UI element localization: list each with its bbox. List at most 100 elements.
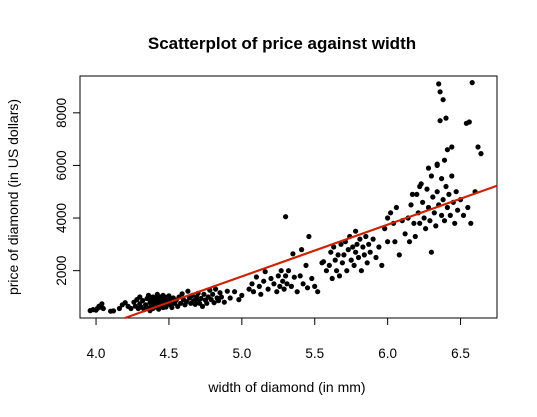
data-point (412, 233, 418, 240)
data-point (262, 269, 268, 275)
data-point (382, 226, 388, 232)
data-point (408, 202, 414, 208)
data-point (320, 259, 327, 265)
data-point (256, 283, 262, 289)
data-point (414, 191, 420, 197)
data-point (281, 286, 287, 292)
data-point (353, 228, 359, 234)
data-point (425, 165, 432, 171)
data-point (284, 281, 290, 287)
data-point (275, 273, 281, 279)
data-point (185, 288, 191, 294)
x-axis: 4.0 4.5 5.0 5.5 6.0 6.5 (87, 317, 470, 361)
data-point (258, 291, 264, 297)
data-point (363, 233, 369, 240)
data-point (439, 176, 445, 182)
data-point (348, 257, 354, 263)
data-point (99, 301, 105, 307)
data-point (439, 212, 445, 218)
data-point (406, 239, 413, 245)
data-point (211, 300, 217, 306)
data-point (249, 281, 255, 287)
data-point (201, 291, 207, 297)
data-point (468, 220, 474, 226)
data-point (326, 262, 332, 268)
data-point (350, 244, 356, 250)
data-point (354, 241, 360, 247)
data-point (334, 268, 340, 274)
data-point (224, 288, 230, 294)
data-point (236, 297, 242, 303)
data-point (128, 305, 134, 312)
data-point (351, 262, 357, 268)
data-point (355, 254, 362, 261)
y-tick-label: 8000 (54, 98, 69, 128)
data-point (417, 220, 423, 226)
data-point (304, 285, 311, 291)
y-tick-label: 2000 (54, 256, 69, 286)
data-point (217, 290, 223, 296)
data-point (465, 204, 471, 211)
data-point (290, 251, 296, 257)
data-point (179, 291, 185, 297)
data-point (423, 226, 429, 232)
data-point (421, 215, 427, 221)
data-point (122, 300, 128, 306)
data-point (385, 239, 391, 245)
data-point (221, 299, 227, 305)
data-point (253, 274, 259, 280)
data-point (199, 303, 206, 309)
data-point (361, 252, 367, 258)
regression-line (124, 184, 498, 320)
data-point (331, 244, 337, 250)
data-point (353, 249, 359, 255)
data-points (87, 80, 484, 314)
data-point (294, 289, 300, 295)
data-point (116, 305, 122, 312)
data-point (441, 218, 448, 224)
data-point (192, 301, 198, 307)
data-point (341, 252, 347, 258)
data-point (373, 254, 379, 261)
data-point (198, 295, 204, 302)
data-point (299, 247, 305, 253)
x-axis-label: width of diamond (in mm) (207, 379, 365, 395)
data-point (283, 214, 289, 220)
data-point (434, 161, 440, 167)
data-point (428, 249, 434, 255)
data-point (360, 244, 366, 250)
data-point (145, 292, 152, 298)
data-point (239, 292, 245, 298)
data-point (437, 118, 443, 124)
data-point (431, 210, 437, 216)
data-point (280, 278, 286, 284)
data-point (300, 281, 306, 287)
data-point (110, 308, 117, 314)
data-point (449, 144, 455, 150)
data-point (478, 151, 484, 157)
data-point (392, 239, 398, 245)
data-point (393, 204, 399, 211)
data-point (447, 212, 453, 218)
data-point (250, 289, 257, 295)
data-point (315, 289, 321, 295)
data-point (213, 286, 219, 292)
x-tick-label: 5.0 (232, 346, 251, 361)
data-point (274, 289, 280, 295)
data-point (453, 189, 459, 195)
data-point (436, 81, 442, 87)
x-tick-label: 6.0 (378, 346, 397, 361)
data-point (227, 295, 233, 301)
data-point (215, 298, 222, 304)
data-point (291, 274, 297, 280)
data-point (261, 278, 267, 284)
y-tick-label: 4000 (54, 203, 69, 233)
data-point (443, 183, 449, 190)
x-tick-label: 6.5 (451, 346, 470, 361)
data-point (411, 220, 417, 226)
x-tick-label: 4.0 (87, 346, 106, 361)
data-point (312, 283, 318, 289)
data-point (434, 189, 440, 195)
data-point (309, 275, 315, 282)
data-point (140, 298, 146, 304)
